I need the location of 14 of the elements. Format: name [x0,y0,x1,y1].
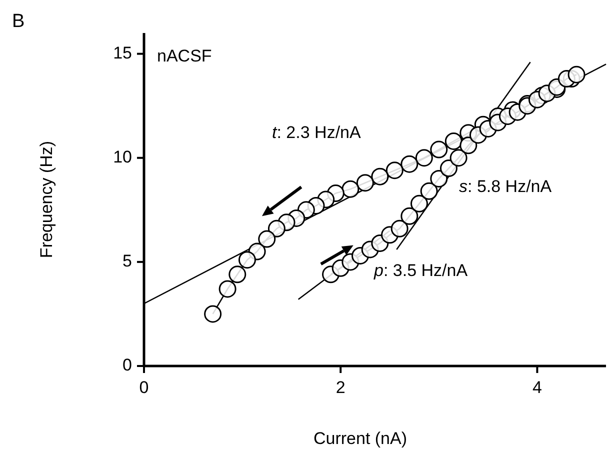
x-axis-title: Current (nA) [313,429,408,448]
y-tick-label: 10 [113,147,132,166]
x-tick-label: 2 [336,378,346,397]
y-axis-title: Frequency (Hz) [37,140,56,258]
y-tick-label: 5 [122,251,132,270]
x-tick-label: 4 [532,378,542,397]
y-tick-label: 0 [122,355,132,374]
annotation: s: 5.8 Hz/nA [459,177,552,196]
annotation: nACSF [157,46,212,66]
y-tick-label: 15 [113,43,132,62]
annotation: p: 3.5 Hz/nA [373,261,468,280]
text: B [12,11,25,32]
annotation: t: 2.3 Hz/nA [272,123,362,142]
x-tick-label: 0 [139,378,149,397]
